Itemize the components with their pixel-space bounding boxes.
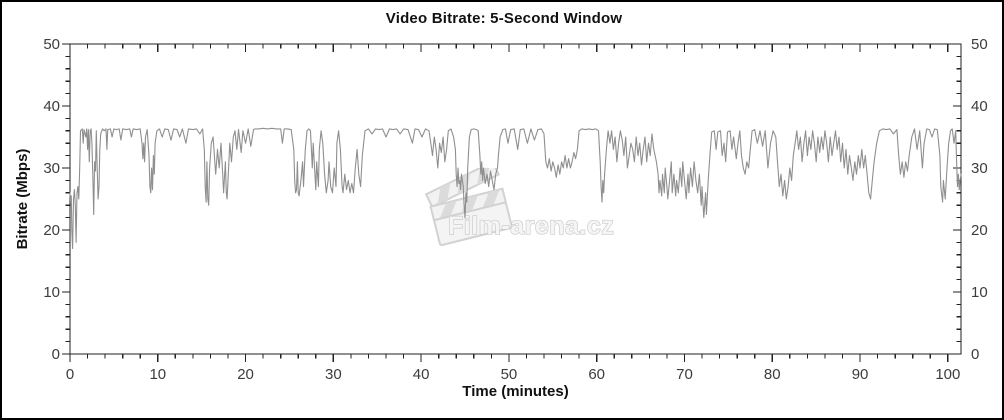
x-tick-label: 80: [764, 366, 781, 383]
x-tick-label: 50: [501, 366, 518, 383]
x-tick-label: 60: [588, 366, 605, 383]
chart-title: Video Bitrate: 5-Second Window: [385, 10, 623, 27]
x-axis-label: Time (minutes): [462, 383, 569, 400]
x-tick-label: 20: [237, 366, 254, 383]
x-tick-label: 30: [325, 366, 342, 383]
y-tick-label-right: 50: [971, 36, 988, 53]
x-tick-label: 90: [852, 366, 869, 383]
y-tick-label-right: 20: [971, 222, 988, 239]
y-tick-label-left: 20: [43, 222, 60, 239]
y-tick-label-right: 30: [971, 160, 988, 177]
x-tick-label: 100: [935, 366, 960, 383]
watermark-text: Film-arena.cz: [448, 212, 614, 240]
y-tick-label-left: 30: [43, 160, 60, 177]
x-tick-label: 70: [676, 366, 693, 383]
y-tick-label-left: 40: [43, 98, 60, 115]
axis-ticks: [62, 43, 961, 362]
bitrate-line: [69, 127, 962, 250]
y-tick-label-right: 0: [971, 346, 979, 363]
x-tick-label: 0: [66, 366, 74, 383]
y-tick-label-left: 0: [52, 346, 60, 363]
plot-frame: [69, 43, 962, 355]
y-tick-label-right: 10: [971, 284, 988, 301]
y-tick-label-right: 40: [971, 98, 988, 115]
y-tick-label-left: 10: [43, 284, 60, 301]
x-tick-label: 40: [413, 366, 430, 383]
y-tick-label-left: 50: [43, 36, 60, 53]
x-tick-label: 10: [149, 366, 166, 383]
